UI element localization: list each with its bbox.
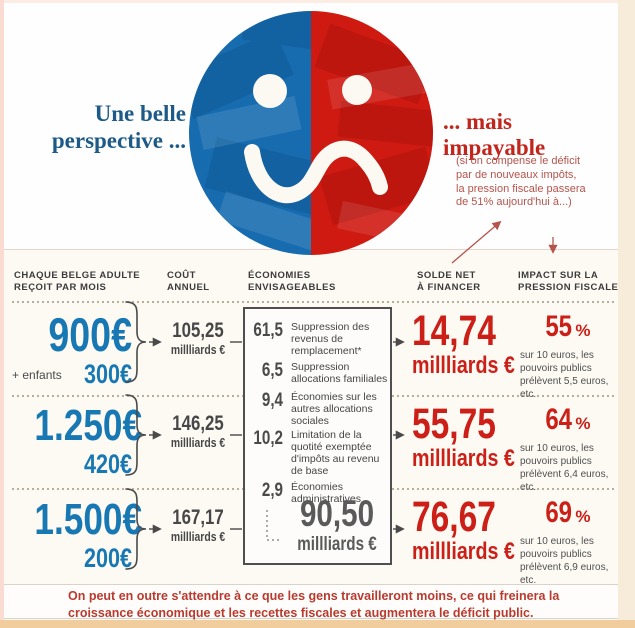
row2-net-balance: 55,75 millliards € — [412, 403, 562, 471]
row1-impact-percent: 55% — [520, 312, 622, 342]
header-col-cost-line1: COÛT — [167, 270, 196, 281]
row2-impact-sign: % — [575, 414, 591, 433]
tax-annotation: (si on compense le déficit par de nouvea… — [456, 155, 586, 209]
header-col-savings-line1: ÉCONOMIES — [248, 270, 311, 281]
row1-children-label: + enfants — [12, 368, 62, 382]
row2-monthly-amounts: 1.250€ 420€ — [10, 401, 143, 479]
bottom-border-band — [0, 620, 635, 628]
savings-item-2-value: 6,5 — [261, 360, 283, 381]
row3-net-value: 76,67 — [412, 493, 496, 541]
savings-total: 90,50 millliards € — [287, 495, 387, 554]
row1-net-balance: 14,74 millliards € — [412, 310, 562, 378]
top-border-band — [0, 0, 635, 3]
red-half — [311, 11, 433, 255]
row1-impact-note: sur 10 euros, les pouvoirs publics prélè… — [520, 350, 609, 400]
row2-impact-note: sur 10 euros, les pouvoirs publics prélè… — [520, 443, 609, 493]
smile-frown-mouth — [244, 140, 388, 204]
row1-net-unit: millliards € — [412, 352, 515, 379]
row3-child-amount: 200€ — [83, 543, 132, 573]
title-right-line2: impayable — [443, 135, 546, 161]
row3-tax-impact: 69% sur 10 euros, les pouvoirs publics p… — [520, 498, 622, 587]
row3-cost-value: 167,17 — [172, 506, 224, 529]
row3-net-unit: millliards € — [412, 538, 515, 565]
header-col-savings: ÉCONOMIES ENVISAGEABLES — [248, 270, 336, 295]
row1-impact-value: 55 — [545, 310, 573, 343]
row3-impact-note: sur 10 euros, les pouvoirs publics prélè… — [520, 536, 609, 586]
row2-tax-impact: 64% sur 10 euros, les pouvoirs publics p… — [520, 405, 622, 494]
savings-item-4-label: Limitation de la quotité exemptée d'impô… — [291, 429, 380, 478]
savings-item-5-value: 2,9 — [261, 480, 283, 501]
row1-monthly-amounts: 900€ 300€ — [10, 311, 132, 388]
row1-adult-amount: 900€ — [48, 308, 132, 361]
savings-item-4-value: 10,2 — [253, 428, 283, 449]
row1-cost-unit: millliards € — [170, 342, 226, 357]
savings-item-1-label: Suppression des revenus de remplacement* — [291, 321, 370, 358]
row1-cost-value: 105,25 — [172, 319, 224, 342]
savings-item-1-value: 61,5 — [253, 320, 283, 341]
savings-item-3-label: Économies sur les autres allocations soc… — [291, 391, 377, 428]
header-col-impact-line2: PRESSION FISCALE — [518, 282, 619, 294]
savings-box: 61,5 Suppression des revenus de remplace… — [243, 307, 392, 565]
savings-total-unit: millliards € — [297, 534, 377, 555]
header-col-monthly-line1: CHAQUE BELGE ADULTE — [14, 270, 141, 281]
header-col-net: SOLDE NET À FINANCER — [417, 270, 481, 295]
header-col-savings-line2: ENVISAGEABLES — [248, 282, 336, 294]
row3-monthly-amounts: 1.500€ 200€ — [10, 495, 143, 573]
title-right-line1: ... mais — [443, 109, 512, 134]
header-col-monthly: CHAQUE BELGE ADULTE REÇOIT PAR MOIS — [14, 270, 140, 295]
row1-impact-sign: % — [575, 321, 591, 340]
left-border-band — [0, 0, 4, 628]
savings-item-3-value: 9,4 — [261, 390, 283, 411]
footer-strip — [4, 584, 618, 619]
title-left-line2: perspective ... — [51, 128, 186, 154]
header-col-impact: IMPACT SUR LA PRESSION FISCALE — [518, 270, 618, 295]
header-col-net-line2: À FINANCER — [417, 282, 481, 294]
row2-impact-percent: 64% — [520, 405, 622, 435]
row2-annual-cost: 146,25 millliards € — [164, 413, 232, 449]
row3-net-balance: 76,67 millliards € — [412, 496, 562, 564]
row2-net-unit: millliards € — [412, 445, 515, 472]
title-left: Une belle perspective ... — [18, 100, 186, 154]
savings-item-5-label: Économies administratives — [291, 481, 362, 506]
savings-item-2-label: Suppression allocations familiales — [291, 361, 388, 386]
row2-child-amount: 420€ — [83, 449, 132, 479]
row1-child-amount: 300€ — [83, 359, 132, 389]
title-left-line1: Une belle — [94, 101, 186, 126]
row2-adult-amount: 1.250€ — [34, 401, 143, 450]
row3-impact-sign: % — [575, 507, 591, 526]
header-col-monthly-line2: REÇOIT PAR MOIS — [14, 282, 107, 294]
row2-impact-value: 64 — [545, 403, 573, 436]
row3-adult-amount: 1.500€ — [34, 495, 143, 544]
row2-net-value: 55,75 — [412, 400, 496, 448]
header-underline — [12, 301, 616, 303]
title-right: ... mais impayable — [443, 109, 618, 162]
row3-impact-value: 69 — [545, 496, 573, 529]
right-border-band — [618, 0, 635, 628]
row3-impact-percent: 69% — [520, 498, 622, 528]
footer-note: On peut en outre s'attendre à ce que les… — [68, 589, 560, 620]
header-col-cost-line2: ANNUEL — [167, 282, 210, 294]
left-eye — [253, 74, 287, 108]
right-eye — [342, 75, 372, 105]
row2-cost-unit: millliards € — [170, 435, 226, 450]
row1-tax-impact: 55% sur 10 euros, les pouvoirs publics p… — [520, 312, 622, 401]
row3-annual-cost: 167,17 millliards € — [164, 507, 232, 543]
header-col-cost: COÛT ANNUEL — [167, 270, 210, 295]
header-col-net-line1: SOLDE NET — [417, 270, 476, 281]
row3-cost-unit: millliards € — [170, 529, 226, 544]
savings-total-value: 90,50 — [299, 493, 375, 534]
header-col-impact-line1: IMPACT SUR LA — [518, 270, 599, 281]
row1-annual-cost: 105,25 millliards € — [164, 320, 232, 356]
split-face-illustration — [189, 11, 433, 255]
row2-cost-value: 146,25 — [172, 412, 224, 435]
row1-net-value: 14,74 — [412, 307, 496, 355]
